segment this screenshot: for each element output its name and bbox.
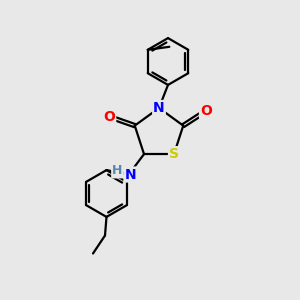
Text: N: N [153, 101, 165, 115]
Text: O: O [200, 104, 212, 118]
Text: N: N [124, 167, 136, 182]
Text: S: S [169, 147, 179, 161]
Text: H: H [112, 164, 122, 177]
Text: O: O [103, 110, 115, 124]
